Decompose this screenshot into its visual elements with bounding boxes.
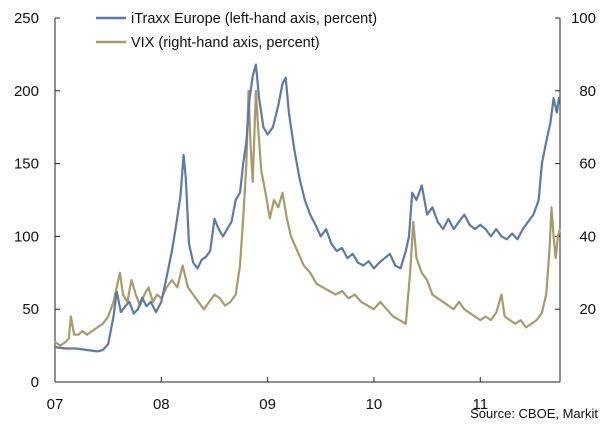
x-tick-label: 07	[47, 396, 64, 413]
right-tick-label: 80	[579, 83, 596, 100]
right-tick-label: 60	[579, 156, 596, 173]
right-tick-label: 40	[579, 228, 596, 245]
left-tick-label: 150	[14, 156, 39, 173]
left-tick-label: 0	[31, 374, 39, 391]
itraxx-series-line	[53, 63, 561, 353]
left-tick-label: 50	[22, 301, 39, 318]
x-tick-label: 09	[259, 396, 276, 413]
source-label: Source: CBOE, Markit	[470, 406, 598, 421]
left-tick-label: 250	[14, 10, 39, 27]
legend-label-itraxx: iTraxx Europe (left-hand axis, percent)	[131, 11, 377, 27]
legend: iTraxx Europe (left-hand axis, percent) V…	[96, 11, 377, 51]
right-tick-label: 100	[571, 10, 596, 27]
right-tick-label: 20	[579, 301, 596, 318]
tick-labels: 0 50 100 150 200 250 20 40 60 80 100 07 08 09 10 11	[14, 10, 596, 413]
series-lines	[53, 63, 562, 353]
axes	[54, 17, 561, 383]
vix-series-line	[53, 89, 562, 347]
legend-label-vix: VIX (right-hand axis, percent)	[131, 35, 320, 51]
left-tick-label: 100	[14, 228, 39, 245]
left-tick-label: 200	[14, 83, 39, 100]
x-tick-label: 10	[366, 396, 383, 413]
x-tick-label: 08	[153, 396, 170, 413]
x-tick-label: 11	[472, 396, 488, 413]
